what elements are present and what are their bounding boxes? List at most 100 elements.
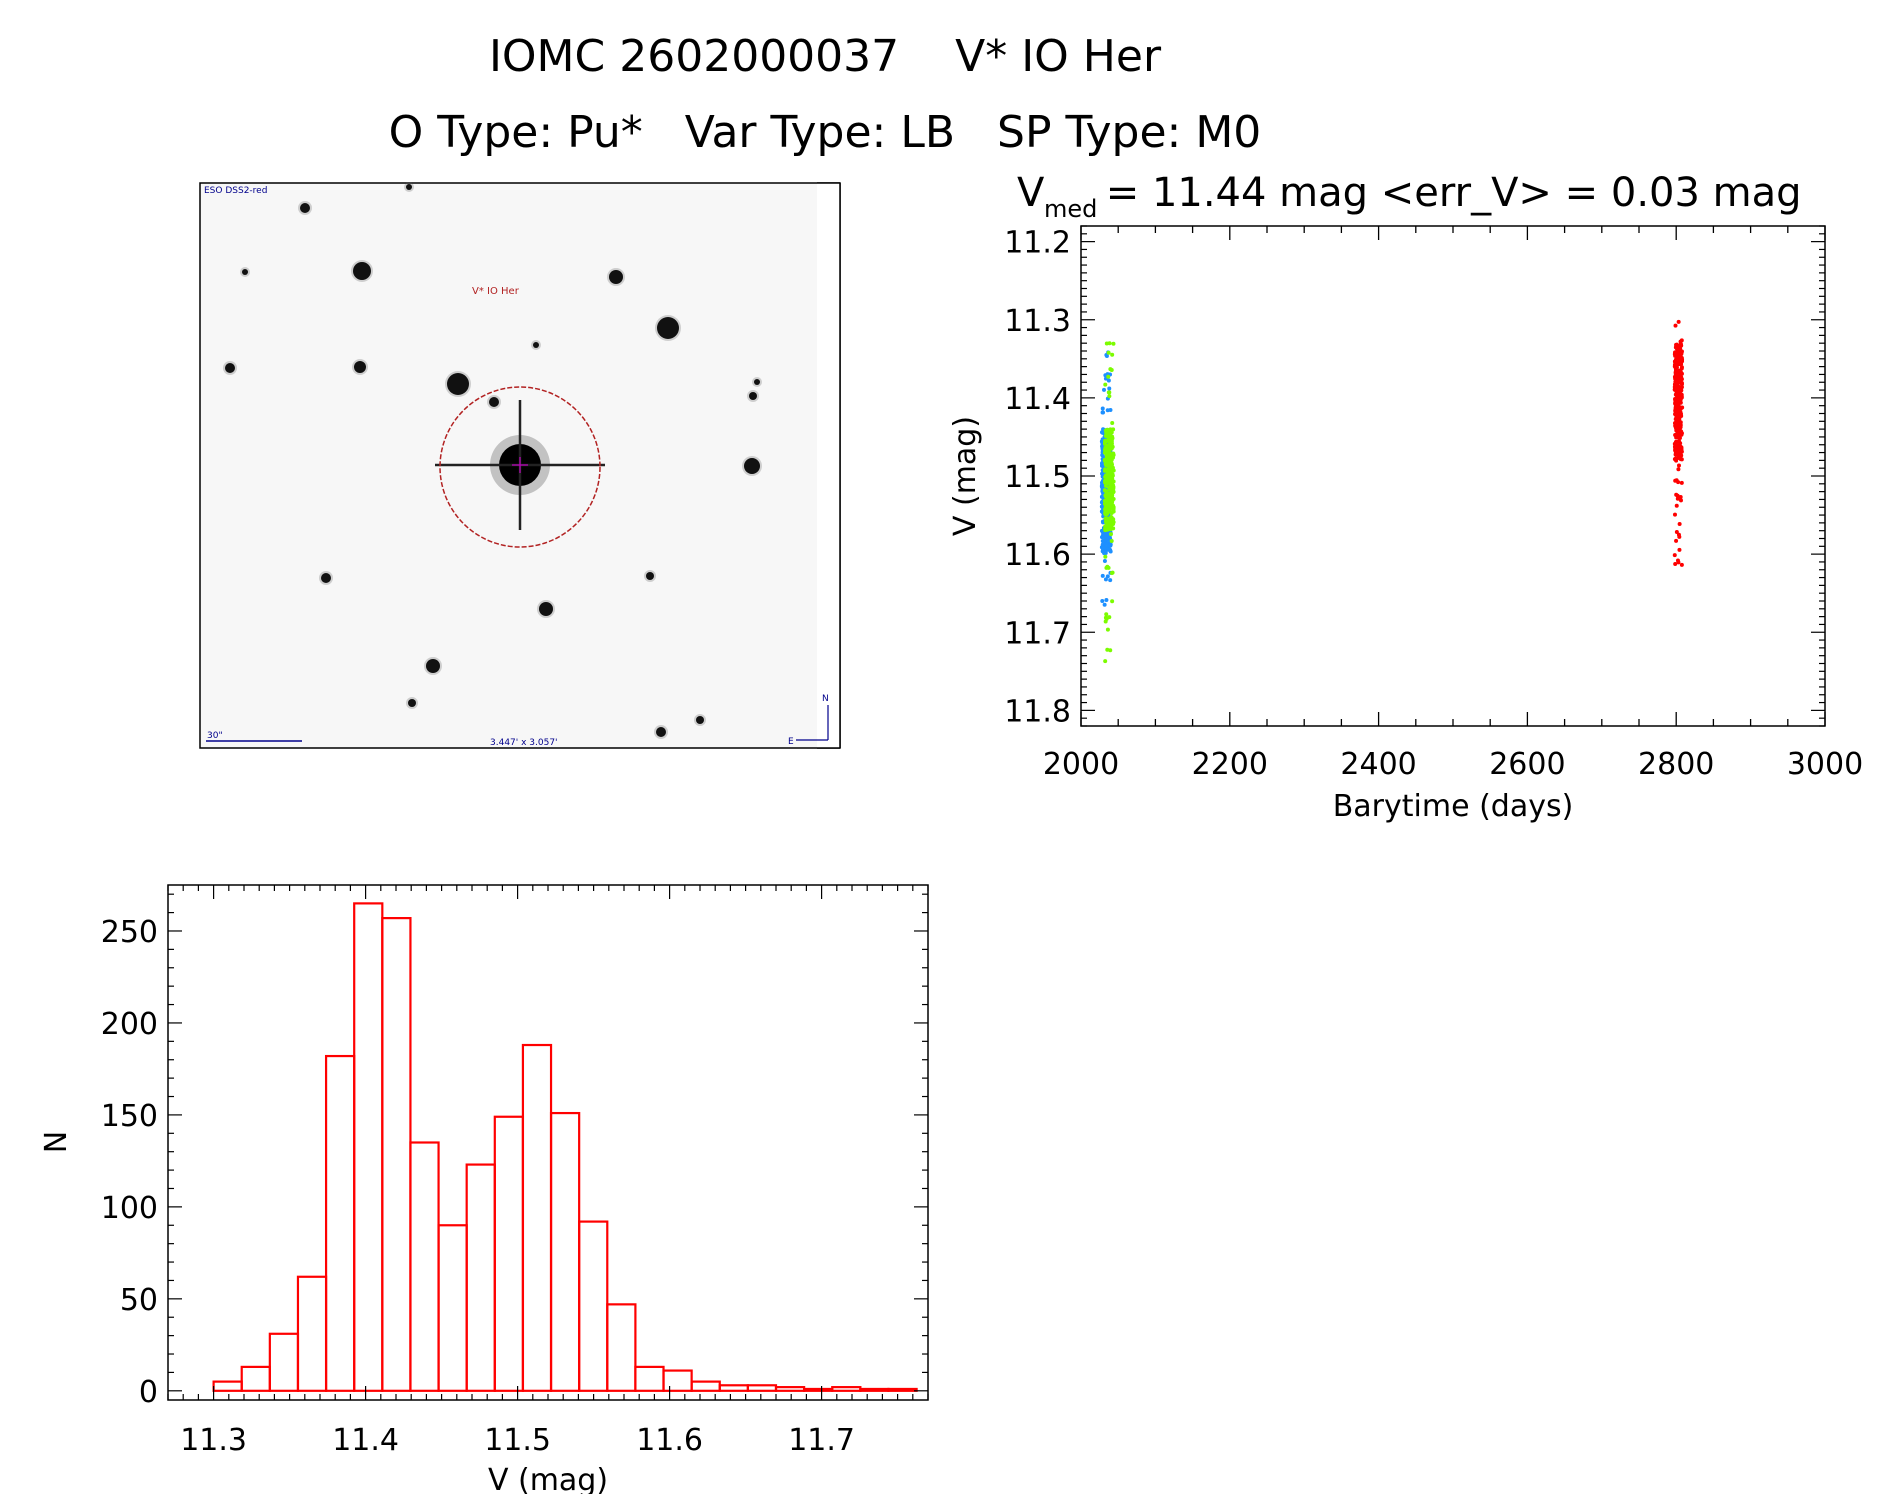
lc-point-green — [1104, 431, 1109, 436]
lc-point-green — [1105, 627, 1110, 632]
lc-title-rest: = 11.44 mag <err_V> = 0.03 mag — [1093, 170, 1802, 216]
lc-point-green — [1104, 462, 1109, 467]
lc-point-red — [1676, 377, 1681, 382]
lc-point-blue — [1108, 578, 1113, 583]
hist-bar — [662, 1369, 693, 1392]
lc-title-main: V — [1017, 170, 1045, 216]
lc-ticks: 2000 2200 2400 2600 2800 3000 11.2 11.3 11.4 11.5… — [1004, 225, 1863, 782]
lc-point-red — [1674, 538, 1679, 543]
lc-point-red — [1676, 467, 1681, 472]
lc-point-blue — [1100, 539, 1105, 544]
lc-point-green — [1103, 382, 1108, 387]
lc-point-red — [1677, 547, 1682, 552]
hist-bar — [465, 1163, 496, 1392]
lc-point-red — [1674, 410, 1679, 415]
lc-point-green — [1107, 503, 1112, 508]
histogram-chart: 11.3 11.4 11.5 11.6 11.7 0 50 100 150 200 250 V (m… — [39, 884, 929, 1494]
hist-xtick-label: 11.3 — [180, 1423, 247, 1458]
lc-point-red — [1676, 415, 1681, 420]
hist-bar — [606, 1303, 637, 1392]
lc-point-red — [1677, 400, 1682, 405]
star-field — [223, 182, 762, 739]
lc-point-red — [1678, 339, 1683, 344]
lc-point-blue — [1106, 378, 1111, 383]
lc-point-green — [1109, 539, 1114, 544]
lc-ytick-label: 11.2 — [1004, 226, 1071, 261]
hist-bar — [887, 1387, 918, 1392]
lc-point-green — [1104, 612, 1109, 617]
hist-bar — [718, 1384, 749, 1392]
lc-point-green — [1105, 427, 1110, 432]
hist-bar — [746, 1384, 778, 1392]
hist-bar — [549, 1111, 581, 1392]
lc-point-green — [1109, 510, 1114, 515]
lc-point-red — [1673, 456, 1678, 461]
lc-point-blue — [1107, 547, 1112, 552]
hist-bar — [296, 1275, 328, 1392]
hist-bar — [212, 1380, 243, 1392]
lc-point-red — [1679, 343, 1684, 348]
lc-point-green — [1111, 517, 1116, 522]
lc-point-blue — [1105, 574, 1110, 579]
lc-point-red — [1678, 385, 1683, 390]
lc-point-green — [1106, 523, 1111, 528]
hist-xtick-label: 11.7 — [788, 1423, 855, 1458]
figure-title: IOMC 2602000037 V* IO Her — [489, 31, 1162, 82]
light-curve-chart: V med = 11.44 mag <err_V> = 0.03 mag 200… — [948, 170, 1863, 824]
lc-point-green — [1107, 341, 1112, 346]
lc-point-red — [1679, 480, 1684, 485]
lc-point-green — [1110, 352, 1115, 357]
lc-point-red — [1676, 425, 1681, 430]
lc-point-blue — [1102, 558, 1107, 563]
lc-point-red — [1676, 319, 1681, 324]
lc-point-red — [1678, 420, 1683, 425]
lc-point-green — [1104, 490, 1109, 495]
hist-bar — [859, 1387, 890, 1392]
hist-bar — [324, 1054, 356, 1392]
lc-plot-frame — [1080, 225, 1826, 727]
star — [408, 699, 416, 707]
fov-label: 3.447' x 3.057' — [490, 738, 558, 748]
compass — [796, 705, 829, 741]
lc-point-red — [1674, 503, 1679, 508]
hist-ytick-label: 250 — [101, 915, 158, 950]
lc-ytick-label: 11.4 — [1004, 382, 1071, 417]
star — [489, 397, 499, 407]
lc-xlabel: Barytime (days) — [1333, 789, 1574, 824]
hist-ytick-label: 200 — [101, 1007, 158, 1042]
hist-ylabel: N — [39, 1131, 74, 1153]
lc-point-green — [1106, 474, 1111, 479]
lc-point-green — [1105, 457, 1110, 462]
lc-point-red — [1679, 562, 1684, 567]
lc-point-blue — [1100, 599, 1105, 604]
hist-bar — [690, 1380, 721, 1392]
hist-bar — [493, 1115, 525, 1392]
hist-bar — [774, 1386, 806, 1392]
hist-bar — [831, 1386, 862, 1392]
hist-ytick-label: 50 — [120, 1283, 158, 1318]
scale-label: 30" — [207, 731, 223, 741]
hist-ytick-label: 100 — [101, 1191, 158, 1226]
lc-point-green — [1109, 436, 1114, 441]
star — [646, 572, 654, 580]
lc-point-blue — [1103, 577, 1108, 582]
lc-point-green — [1103, 503, 1108, 508]
lc-point-green — [1109, 494, 1114, 499]
survey-label: ESO DSS2-red — [204, 186, 267, 196]
hist-bars — [212, 902, 918, 1392]
lc-point-red — [1677, 522, 1682, 527]
lc-point-green — [1104, 498, 1109, 503]
lc-point-blue — [1101, 410, 1106, 415]
lc-point-red — [1674, 432, 1679, 437]
lc-point-green — [1107, 487, 1112, 492]
lc-ytick-label: 11.8 — [1004, 694, 1071, 729]
lc-point-red — [1676, 560, 1681, 565]
lc-point-green — [1109, 469, 1114, 474]
hist-bar — [803, 1387, 834, 1392]
lc-point-green — [1108, 648, 1113, 653]
lc-xtick-label: 3000 — [1787, 747, 1863, 782]
figure-subtitle: O Type: Pu* Var Type: LB SP Type: M0 — [389, 107, 1262, 158]
lc-point-green — [1110, 451, 1115, 456]
lc-point-green — [1104, 508, 1109, 513]
star — [656, 727, 666, 737]
